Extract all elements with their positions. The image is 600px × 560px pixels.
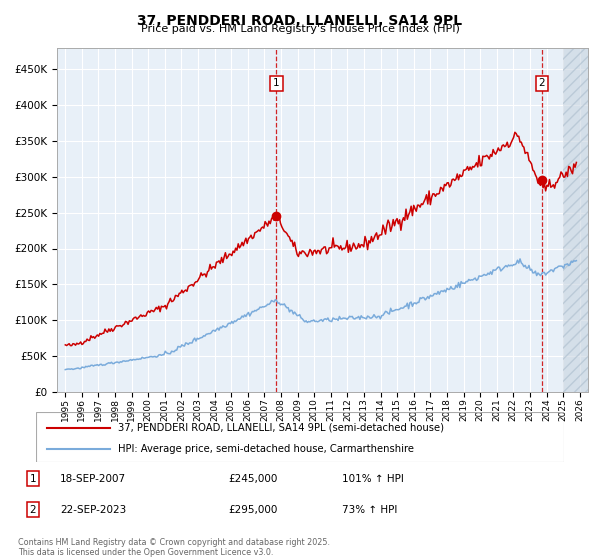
Text: 101% ↑ HPI: 101% ↑ HPI <box>342 474 404 484</box>
Text: 2: 2 <box>29 505 37 515</box>
Text: 22-SEP-2023: 22-SEP-2023 <box>60 505 126 515</box>
Text: HPI: Average price, semi-detached house, Carmarthenshire: HPI: Average price, semi-detached house,… <box>118 445 414 454</box>
Bar <box>563 48 596 392</box>
Text: 18-SEP-2007: 18-SEP-2007 <box>60 474 126 484</box>
Text: 73% ↑ HPI: 73% ↑ HPI <box>342 505 397 515</box>
Text: Price paid vs. HM Land Registry's House Price Index (HPI): Price paid vs. HM Land Registry's House … <box>140 24 460 34</box>
Text: Contains HM Land Registry data © Crown copyright and database right 2025.
This d: Contains HM Land Registry data © Crown c… <box>18 538 330 557</box>
Text: 2: 2 <box>539 78 545 88</box>
Text: 1: 1 <box>273 78 280 88</box>
Text: 37, PENDDERI ROAD, LLANELLI, SA14 9PL (semi-detached house): 37, PENDDERI ROAD, LLANELLI, SA14 9PL (s… <box>118 423 444 433</box>
Text: 37, PENDDERI ROAD, LLANELLI, SA14 9PL: 37, PENDDERI ROAD, LLANELLI, SA14 9PL <box>137 14 463 28</box>
Text: 1: 1 <box>29 474 37 484</box>
Text: £295,000: £295,000 <box>228 505 277 515</box>
Text: £245,000: £245,000 <box>228 474 277 484</box>
